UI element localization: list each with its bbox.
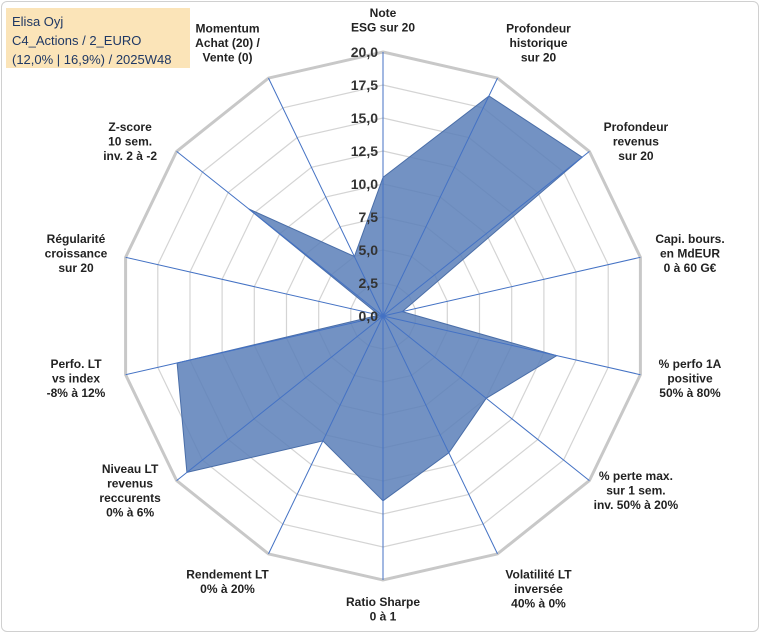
axis-label: Ratio Sharpe 0 à 1	[346, 595, 420, 624]
axis-label-line: % perte max.	[599, 469, 673, 483]
axis-label-line: Achat (20) /	[195, 36, 260, 50]
tick-label: 7,5	[359, 209, 379, 225]
axis-label: Niveau LT revenus reccurents 0% à 6%	[99, 462, 161, 520]
axis-label-line: sur 1 sem.	[606, 484, 665, 498]
series-area	[176, 95, 584, 502]
axis-label-line: 0 à 60 G€	[664, 261, 717, 275]
tick-label: 17,5	[351, 77, 378, 93]
tick-label: 12,5	[351, 143, 378, 159]
axis-spoke	[382, 315, 498, 555]
axis-label: Rendement LT 0% à 20%	[186, 567, 269, 596]
axis-label: Perfo. LT vs index -8% à 12%	[47, 357, 106, 400]
company-name: Elisa Oyj	[12, 14, 64, 29]
axis-label-line: Capi. bours.	[655, 232, 724, 246]
spoke-layer	[125, 52, 641, 580]
axis-label-line: Ratio Sharpe	[346, 595, 420, 609]
series-layer	[176, 95, 584, 502]
axis-label-line: croissance	[45, 247, 108, 261]
axis-spoke	[382, 256, 641, 317]
axis-label: Profondeur revenus sur 20	[604, 120, 669, 163]
axis-label-line: sur 20	[521, 51, 557, 65]
axis-label: Z-score 10 sem. inv. 2 à -2	[103, 120, 157, 163]
axis-label-line: revenus	[107, 476, 153, 490]
axis-label-line: 0% à 6%	[106, 505, 154, 519]
axis-spoke	[125, 315, 384, 376]
tick-label: 15,0	[351, 110, 378, 126]
axis-label: Régularité croissance sur 20	[45, 232, 108, 275]
axis-label-line: 40% à 0%	[511, 596, 566, 610]
axis-label-line: Z-score	[108, 120, 152, 134]
axis-label-line: historique	[509, 36, 567, 50]
axis-label-line: vs index	[52, 371, 100, 385]
portfolio-category: C4_Actions / 2_EURO	[12, 33, 142, 48]
axis-label-line: Niveau LT	[102, 462, 159, 476]
tick-labels: 0,0 2,5 5,0 7,5 10,0 12,5 15,0 17,5 20,0	[351, 44, 378, 324]
axis-label: Volatilité LT inversée 40% à 0%	[505, 567, 572, 610]
axis-label-line: % perfo 1A	[659, 357, 722, 371]
axis-label-line: reccurents	[99, 491, 161, 505]
axis-label: Note ESG sur 20	[351, 6, 415, 35]
axis-label-line: inv. 2 à -2	[103, 149, 157, 163]
tick-label: 5,0	[359, 242, 379, 258]
axis-label-line: Profondeur	[506, 22, 571, 36]
axis-label-line: revenus	[613, 134, 659, 148]
axis-spoke	[268, 77, 384, 317]
info-box: Elisa Oyj C4_Actions / 2_EURO (12,0% | 1…	[6, 8, 190, 68]
tick-label: 20,0	[351, 44, 378, 60]
tick-label: 10,0	[351, 176, 378, 192]
axis-label-line: sur 20	[618, 149, 654, 163]
axis-spoke	[382, 315, 590, 481]
axis-label-line: Note	[370, 6, 397, 20]
axis-label-line: 50% à 80%	[659, 386, 721, 400]
axis-labels: Note ESG sur 20 Profondeur historique sur 20…	[45, 6, 725, 624]
axis-label-line: Momentum	[196, 22, 260, 36]
axis-spoke	[382, 151, 590, 317]
axis-label: Momentum Achat (20) / Vente (0)	[195, 22, 260, 65]
tick-label: 2,5	[359, 275, 379, 291]
axis-label-line: -8% à 12%	[47, 386, 106, 400]
axis-spoke	[125, 256, 384, 317]
tick-label: 0,0	[359, 308, 379, 324]
axis-label-line: ESG sur 20	[351, 21, 415, 35]
axis-label-line: positive	[667, 371, 713, 385]
axis-spoke	[382, 77, 498, 317]
axis-label: % perte max. sur 1 sem. inv. 50% à 20%	[594, 469, 679, 512]
axis-label: % perfo 1A positive 50% à 80%	[659, 357, 722, 400]
axis-label: Profondeur historique sur 20	[506, 22, 571, 65]
axis-spoke	[176, 151, 384, 317]
performance-week: (12,0% | 16,9%) / 2025W48	[12, 52, 172, 67]
axis-label-line: en MdEUR	[660, 247, 720, 261]
axis-label-line: sur 20	[58, 261, 94, 275]
axis-spoke	[268, 315, 384, 555]
axis-label-line: Profondeur	[604, 120, 669, 134]
axis-label-line: Perfo. LT	[50, 357, 102, 371]
axis-label-line: inversée	[514, 582, 563, 596]
axis-spoke	[382, 315, 641, 376]
axis-spoke	[176, 315, 384, 481]
axis-label: Capi. bours. en MdEUR 0 à 60 G€	[655, 232, 724, 275]
axis-label-line: Vente (0)	[202, 51, 252, 65]
axis-label-line: Régularité	[47, 232, 106, 246]
axis-label-line: 0% à 20%	[200, 582, 255, 596]
axis-label-line: Rendement LT	[186, 567, 269, 581]
axis-label-line: Volatilité LT	[505, 567, 572, 581]
axis-label-line: 10 sem.	[108, 134, 152, 148]
axis-label-line: inv. 50% à 20%	[594, 498, 679, 512]
axis-label-line: 0 à 1	[370, 610, 397, 624]
